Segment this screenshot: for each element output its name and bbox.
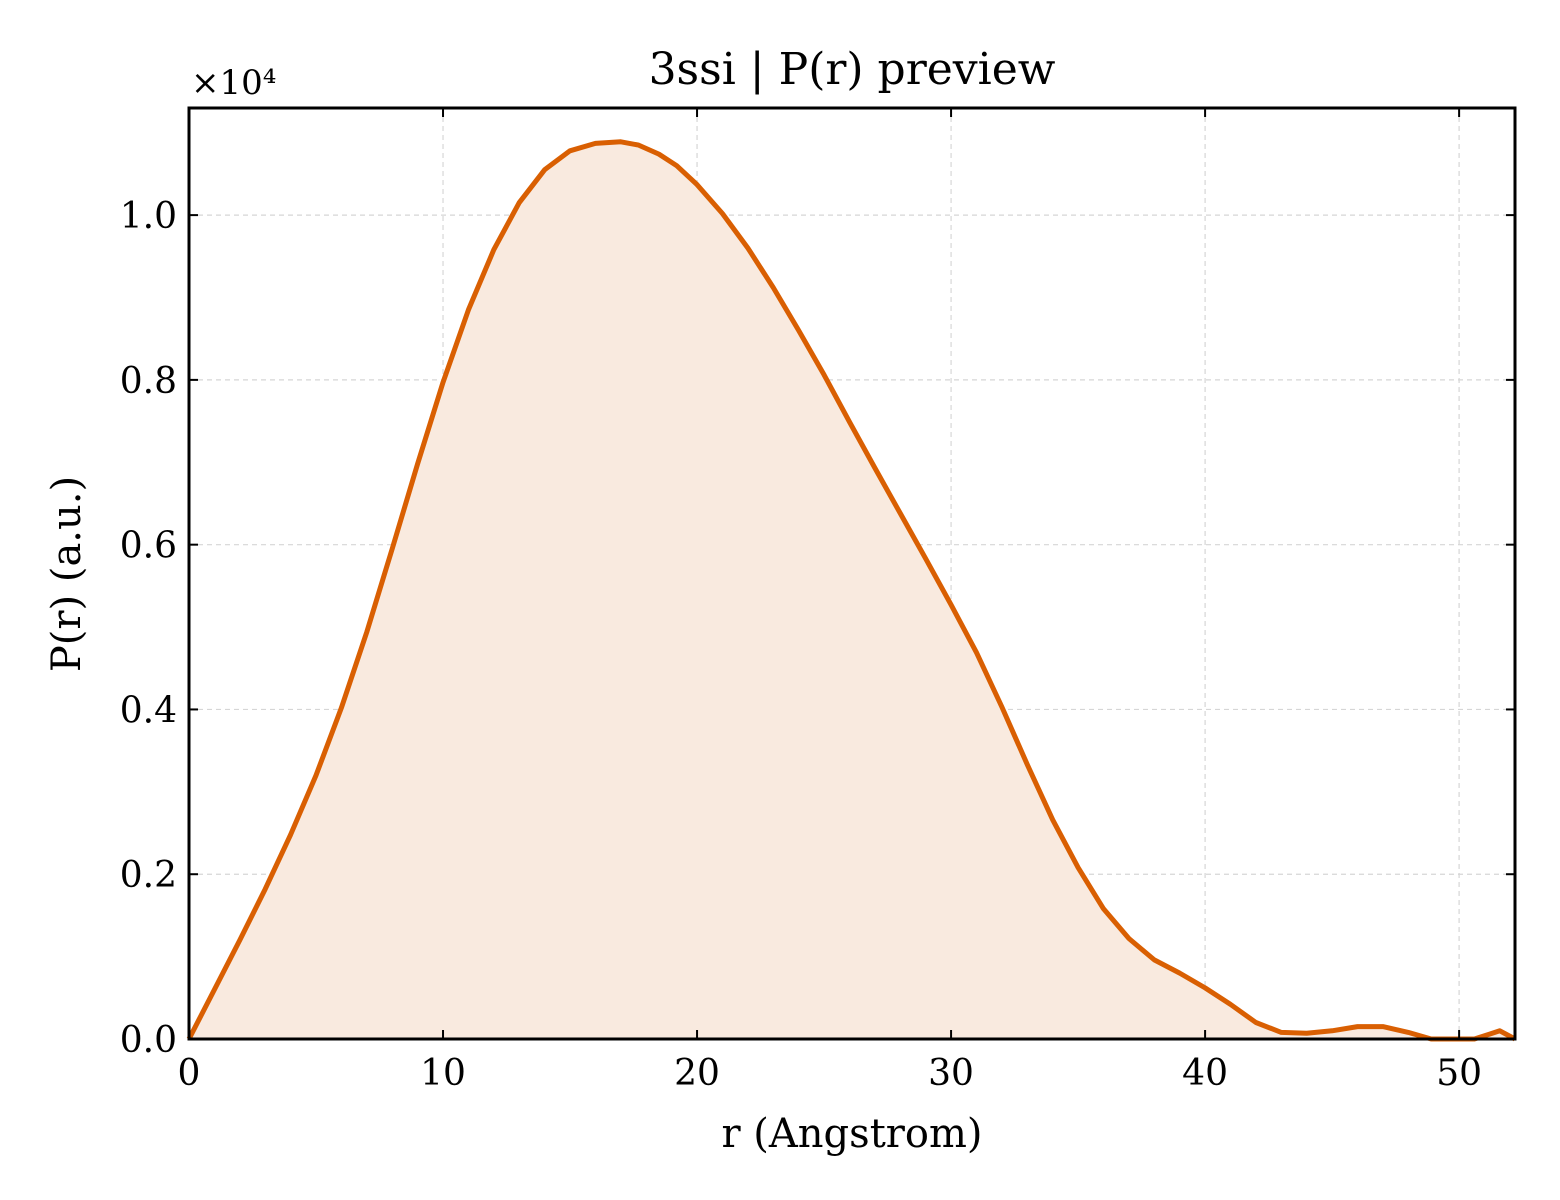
y-tick-label: 0.2	[120, 855, 177, 896]
chart-title: 3ssi | P(r) preview	[649, 44, 1056, 95]
x-axis-label: r (Angstrom)	[721, 1111, 982, 1157]
y-offset-label: ×10⁴	[191, 63, 276, 103]
y-tick-label: 1.0	[120, 196, 177, 237]
y-tick-label: 0.0	[120, 1020, 177, 1061]
y-tick-label: 0.6	[120, 526, 177, 567]
x-tick-label: 10	[420, 1053, 466, 1094]
pr-series-line	[186, 139, 1517, 1042]
x-tick-label: 0	[178, 1053, 201, 1094]
x-tick-label: 20	[674, 1053, 720, 1094]
pr-area-fill	[189, 141, 1515, 1040]
y-tick-label: 0.4	[120, 690, 177, 731]
y-tick-label: 0.8	[120, 361, 177, 402]
y-axis-label: P(r) (a.u.)	[44, 476, 90, 672]
x-tick-label: 30	[928, 1053, 974, 1094]
plot-frame	[187, 106, 1517, 1041]
x-tick-label: 50	[1436, 1053, 1482, 1094]
x-tick-label: 40	[1182, 1053, 1228, 1094]
ticks: 0 10 20 30 40 50 0.0 0.2 0.4 0.6 0.8 1.0	[120, 108, 1515, 1094]
